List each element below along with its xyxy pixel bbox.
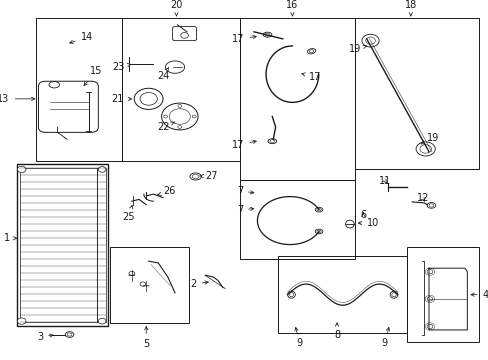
Circle shape (17, 166, 26, 172)
Bar (110, 247, 189, 323)
Text: 24: 24 (157, 68, 169, 81)
Circle shape (98, 167, 106, 172)
Bar (239, 18, 354, 180)
Text: 17: 17 (232, 34, 256, 44)
Text: 26: 26 (157, 186, 175, 196)
Text: 2: 2 (190, 279, 208, 289)
Circle shape (98, 318, 106, 324)
Text: 1: 1 (3, 233, 17, 243)
Text: 7: 7 (236, 186, 253, 195)
Text: 6: 6 (360, 210, 366, 220)
Text: 4: 4 (470, 290, 488, 300)
Text: 8: 8 (333, 323, 339, 340)
Text: 17: 17 (232, 140, 256, 150)
Bar (122, 18, 239, 161)
Text: 12: 12 (416, 193, 428, 203)
Text: 19: 19 (420, 133, 438, 144)
Bar (17, 164, 108, 327)
Text: 17: 17 (301, 72, 321, 82)
Text: 22: 22 (157, 122, 174, 132)
Text: 27: 27 (199, 171, 217, 181)
Text: 10: 10 (358, 218, 378, 228)
Bar (407, 247, 478, 342)
Text: 14: 14 (69, 32, 93, 44)
Text: 11: 11 (378, 176, 390, 186)
Text: 5: 5 (143, 327, 149, 349)
Text: 15: 15 (84, 66, 102, 86)
Bar (36, 18, 122, 161)
Circle shape (17, 318, 26, 324)
Bar (278, 256, 407, 333)
Text: 21: 21 (111, 94, 131, 104)
Text: 23: 23 (112, 62, 130, 72)
Bar (354, 18, 478, 170)
Bar (20, 168, 97, 322)
Text: 13: 13 (0, 94, 35, 104)
Text: 3: 3 (37, 332, 53, 342)
Text: 25: 25 (122, 205, 135, 222)
Text: 7: 7 (236, 205, 253, 215)
Bar (97, 168, 106, 322)
Text: 9: 9 (381, 328, 389, 348)
Text: 9: 9 (294, 328, 302, 348)
Text: 19: 19 (348, 44, 366, 54)
Text: 16: 16 (285, 0, 298, 16)
Text: 18: 18 (404, 0, 416, 16)
Text: 20: 20 (170, 0, 182, 16)
Bar (239, 180, 354, 259)
